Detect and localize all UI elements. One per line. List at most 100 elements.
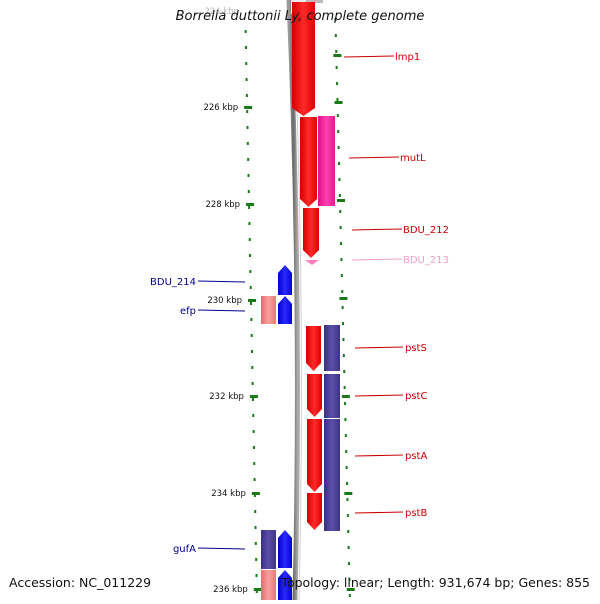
scale-major-tick xyxy=(339,297,348,300)
scale-dot xyxy=(340,274,343,277)
gene-lmp1-arrow[interactable] xyxy=(292,2,315,116)
scale-dot xyxy=(249,254,252,257)
scale-dot xyxy=(251,366,254,369)
gene-leader-line xyxy=(354,511,404,514)
scale-dot xyxy=(251,398,254,401)
gene-pstC-arrow[interactable] xyxy=(307,374,322,417)
scale-dot xyxy=(245,94,248,97)
scale-dot xyxy=(254,510,257,513)
scale-dot xyxy=(344,418,347,421)
scale-dot xyxy=(252,430,255,433)
scale-dot xyxy=(348,594,351,597)
cog-pstS-box[interactable] xyxy=(324,325,340,371)
scale-dot xyxy=(336,82,339,85)
scale-dot xyxy=(334,34,337,37)
scale-dot xyxy=(342,338,345,341)
scale-major-tick xyxy=(334,101,343,104)
gene-leader-line xyxy=(348,156,400,159)
gene-BDU_214-arrow[interactable] xyxy=(278,265,292,295)
scale-major-tick xyxy=(246,203,255,206)
gene-leader-line xyxy=(197,309,246,312)
gene-label-mutL[interactable]: mutL xyxy=(400,153,426,164)
gene-BDU_212-arrow[interactable] xyxy=(303,208,319,258)
scale-dot xyxy=(247,158,250,161)
gene-label-BDU_214[interactable]: BDU_214 xyxy=(150,277,196,288)
scale-dot xyxy=(249,270,252,273)
scale-dot xyxy=(348,562,351,565)
scale-major-tick xyxy=(346,588,355,591)
scale-dot xyxy=(347,546,350,549)
scale-dot xyxy=(346,482,349,485)
scale-dot xyxy=(344,402,347,405)
scale-dot xyxy=(340,258,343,261)
genes-layer xyxy=(261,0,340,600)
cog-pstB-box[interactable] xyxy=(324,492,340,531)
gene-leader-line xyxy=(351,258,403,261)
gene-fragment-top-edge[interactable] xyxy=(306,0,323,3)
scale-dot xyxy=(336,98,339,101)
gene-pstA-arrow[interactable] xyxy=(307,419,322,492)
gene-pstS-arrow[interactable] xyxy=(306,326,321,371)
gene-label-lmp1[interactable]: lmp1 xyxy=(395,52,420,63)
scale-dot xyxy=(335,50,338,53)
scale-dot xyxy=(335,66,338,69)
gene-leader-line xyxy=(351,228,403,231)
gene-leader-line xyxy=(197,547,246,550)
scale-dot xyxy=(343,386,346,389)
scale-dot xyxy=(248,222,251,225)
gene-label-efp[interactable]: efp xyxy=(180,306,196,317)
map-title: Borrelia duttonii Ly, complete genome xyxy=(175,9,425,24)
topology-summary: Topology: linear; Length: 931,674 bp; Ge… xyxy=(281,575,590,590)
scale-dot xyxy=(344,434,347,437)
scale-dot xyxy=(338,194,341,197)
scale-dot xyxy=(251,350,253,353)
gene-label-pstC[interactable]: pstC xyxy=(405,391,427,402)
scale-dot xyxy=(254,526,257,529)
scale-label: 232 kbp xyxy=(209,392,244,402)
gene-label-pstS[interactable]: pstS xyxy=(405,343,427,354)
scale-dot xyxy=(338,178,341,181)
scale-dot xyxy=(339,210,342,213)
scale-dot xyxy=(245,78,248,81)
gene-efp-arrow[interactable] xyxy=(278,296,292,324)
gene-pstB-arrow[interactable] xyxy=(307,493,322,530)
gene-label-BDU_213[interactable]: BDU_213 xyxy=(403,255,449,266)
cog-pstA-box[interactable] xyxy=(324,419,340,492)
scale-major-tick xyxy=(337,199,345,202)
gene-leader-line xyxy=(354,394,404,397)
gene-gufA-arrow[interactable] xyxy=(278,530,292,568)
gene-label-BDU_212[interactable]: BDU_212 xyxy=(403,225,449,236)
scale-dot xyxy=(346,498,349,501)
scale-dot xyxy=(341,290,344,293)
gene-label-pstA[interactable]: pstA xyxy=(405,451,427,462)
scale-dot xyxy=(334,18,337,21)
scale-major-tick xyxy=(333,54,342,57)
scale-dot xyxy=(246,142,249,145)
scale-dot xyxy=(338,162,341,165)
scale-dot xyxy=(250,318,253,321)
gene-bottom-arrow[interactable] xyxy=(278,570,292,600)
scale-major-tick xyxy=(244,106,253,109)
scale-dot xyxy=(251,382,254,385)
scale-major-tick xyxy=(249,395,258,398)
gene-BDU_213-arrow[interactable] xyxy=(305,260,319,265)
scale-dot xyxy=(345,466,348,469)
gene-label-gufA[interactable]: gufA xyxy=(173,544,196,555)
scale-label: 226 kbp xyxy=(203,103,238,113)
scale-dot xyxy=(250,302,253,305)
cog-mutL-box[interactable] xyxy=(318,116,335,206)
scale-label: 230 kbp xyxy=(207,296,242,306)
scale-major-tick xyxy=(253,588,262,591)
accession-text: Accession: NC_011229 xyxy=(9,575,152,590)
scale-ticks: 226 kbp 228 kbp 230 kbp 232 kbp 234 kbp 236 k… xyxy=(203,7,355,597)
cog-bottom-box[interactable] xyxy=(261,570,276,600)
cog-pstC-box[interactable] xyxy=(324,374,340,418)
cog-gufA-box[interactable] xyxy=(261,530,276,569)
gene-leader-line xyxy=(343,55,395,58)
gene-mutL-arrow[interactable] xyxy=(300,117,317,207)
gene-label-pstB[interactable]: pstB xyxy=(405,508,427,519)
scale-dot xyxy=(252,414,255,417)
scale-label-partial: 224 kbp xyxy=(204,7,239,17)
cog-efp-box[interactable] xyxy=(261,296,276,324)
